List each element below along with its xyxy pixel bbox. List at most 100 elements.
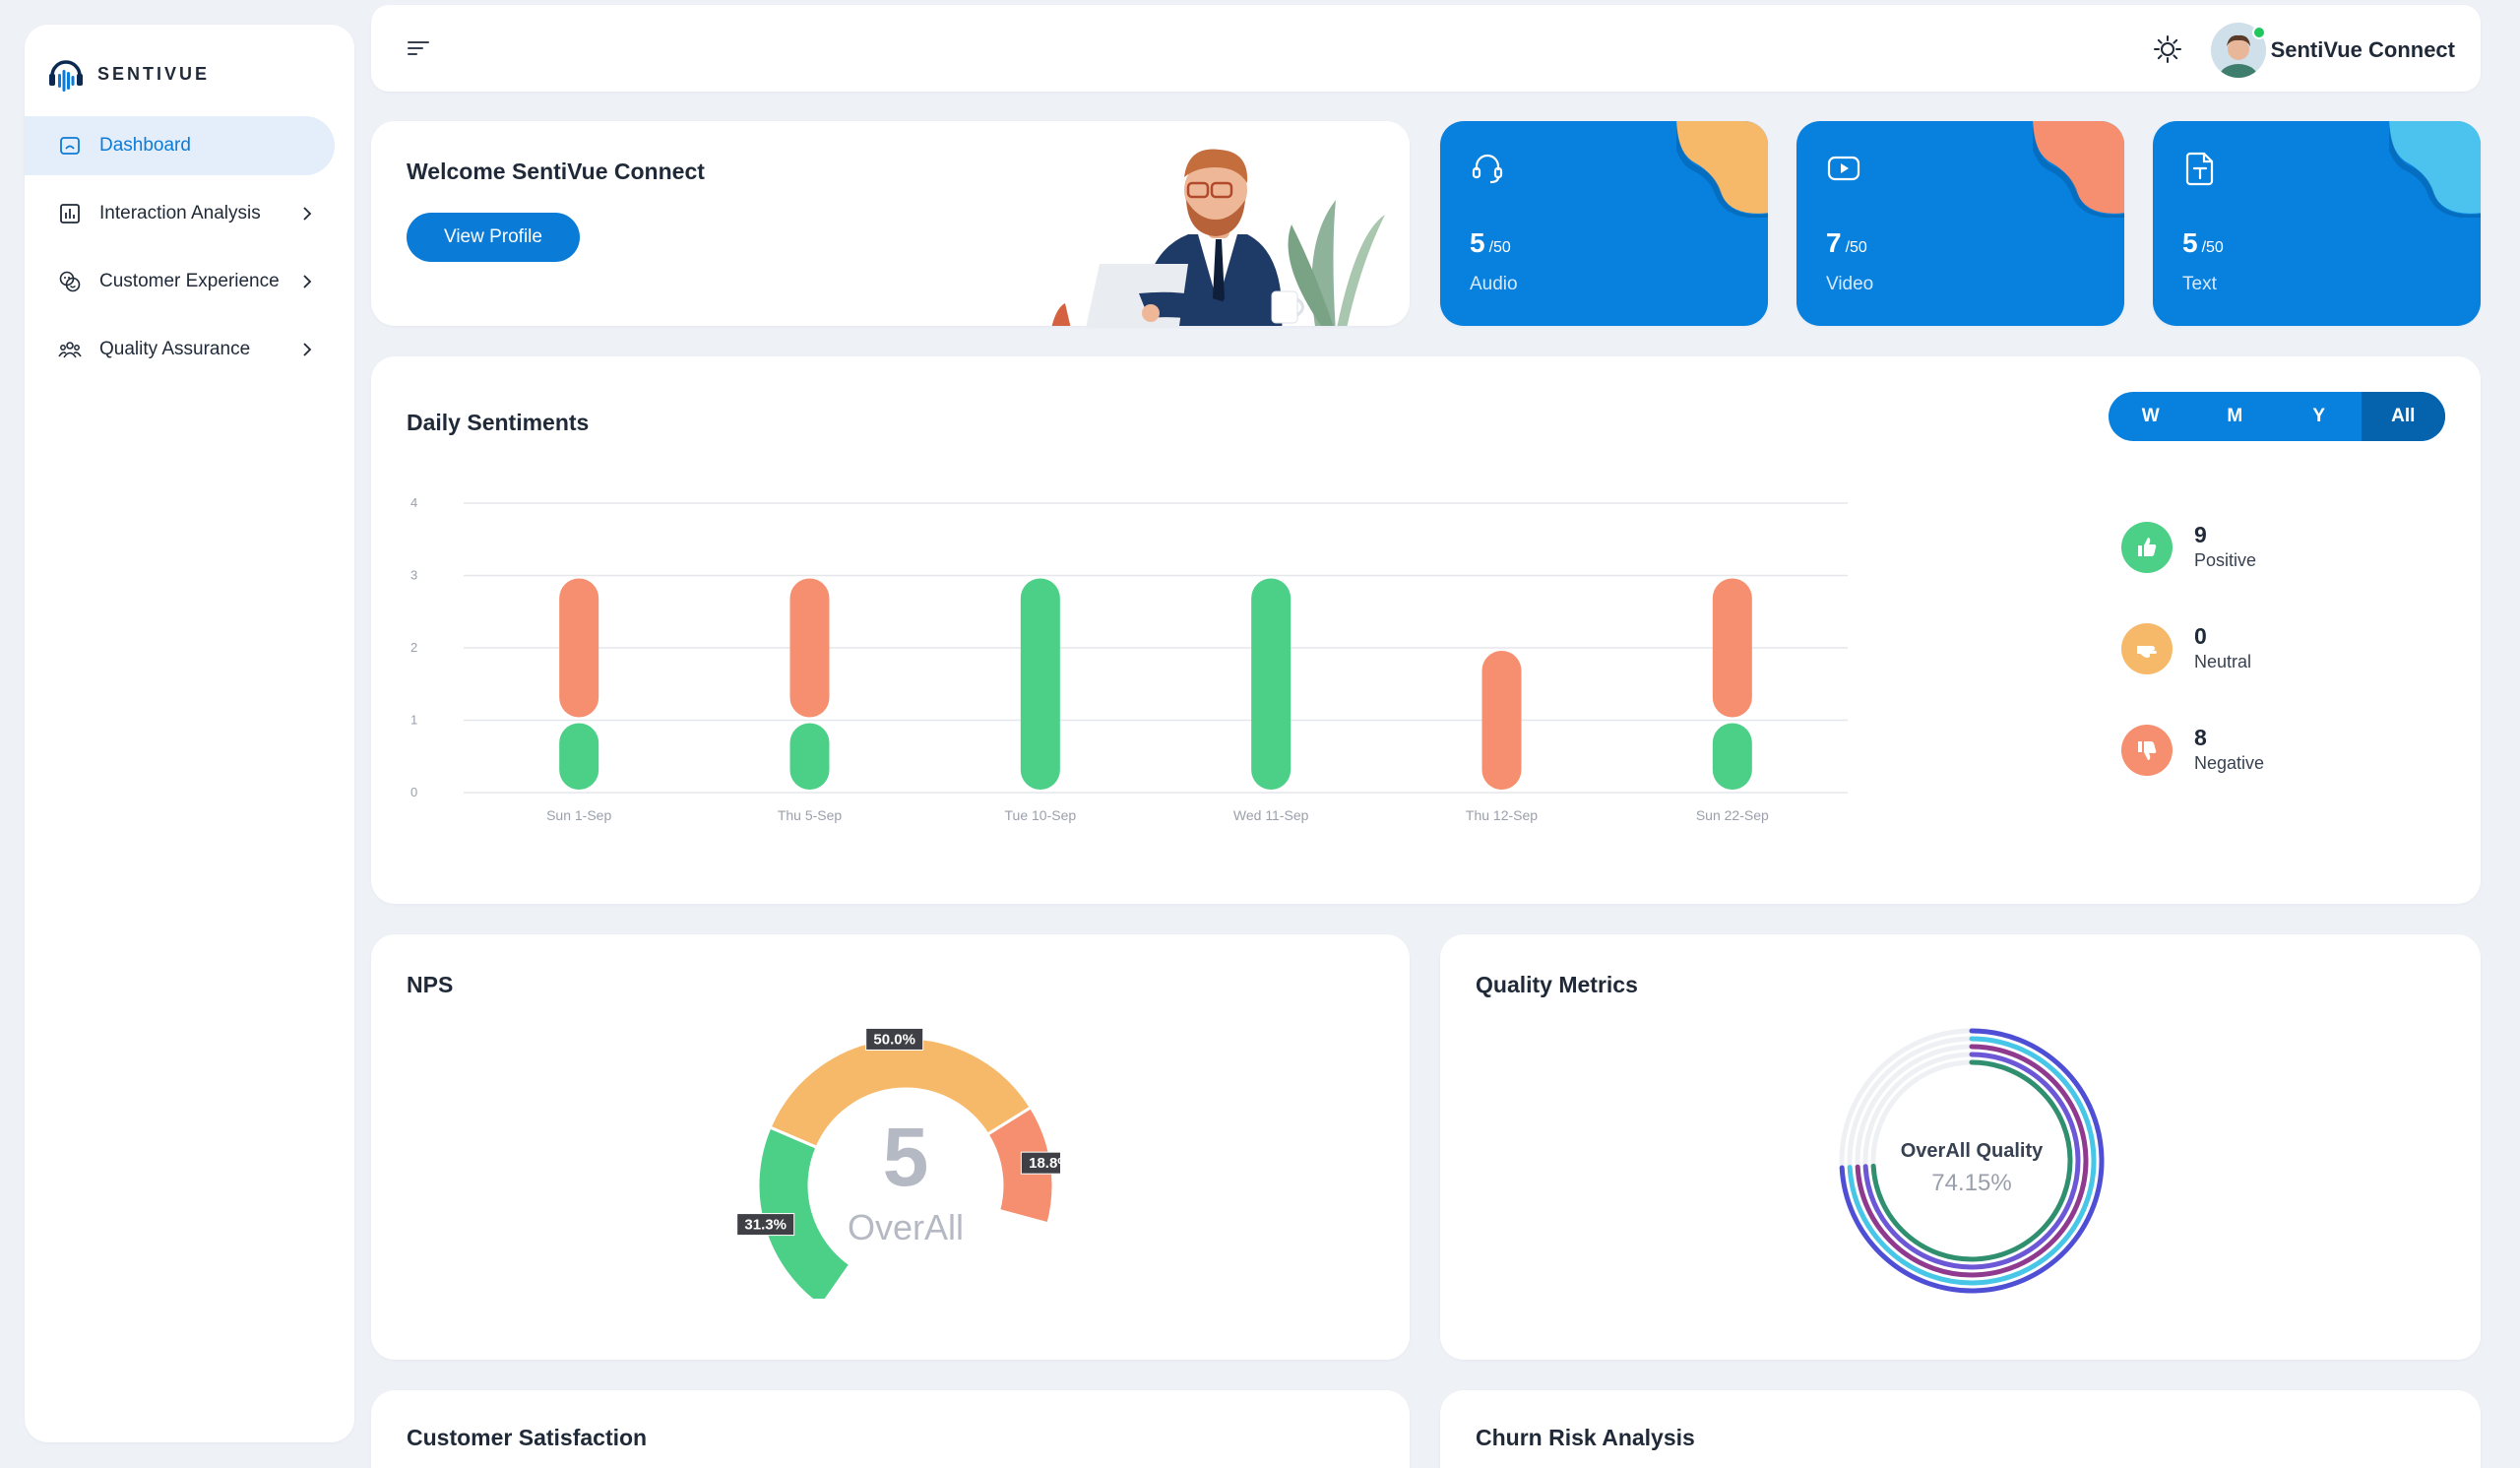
online-status-dot <box>2252 26 2266 39</box>
sidebar-item-label: Quality Assurance <box>99 339 251 359</box>
radial-center-title: OverAll Quality <box>1901 1140 2044 1162</box>
stat-total: /50 <box>1488 239 1511 256</box>
logo-mark-icon <box>49 60 83 92</box>
video-stat-card[interactable]: 7 /50 Video <box>1796 121 2124 326</box>
bar-positive <box>1020 578 1060 790</box>
sidebar-item-customer-experience[interactable]: Customer Experience <box>25 252 335 311</box>
stat-value: 7 <box>1826 227 1842 258</box>
svg-text:50.0%: 50.0% <box>873 1031 915 1048</box>
headset-icon <box>1472 154 1503 184</box>
nps-card: NPS 5 OverAll 31.3% 50.0% 18.8% <box>371 934 1410 1360</box>
stat-value: 5 <box>2182 227 2198 258</box>
section-title: Customer Satisfaction <box>407 1425 648 1450</box>
x-tick-label: Thu 12-Sep <box>1466 807 1538 823</box>
ring-arc <box>1855 1044 2089 1278</box>
stat-count: 5 /50 <box>2182 227 2224 259</box>
sidebar-item-label: Customer Experience <box>99 271 280 291</box>
stat-total: /50 <box>2201 239 2224 256</box>
ring-arc <box>1847 1036 2097 1286</box>
neutral-hand-icon <box>2121 623 2173 674</box>
period-button-w[interactable]: W <box>2141 406 2160 426</box>
legend-count: 8 <box>2194 725 2207 750</box>
legend-neutral: 0 Neutral <box>2121 623 2251 674</box>
top-bar: SentiVue Connect <box>371 5 2481 92</box>
bar-positive <box>1712 723 1752 790</box>
quality-metrics-card: Quality Metrics OverAll Quality 74.15% <box>1440 934 2481 1360</box>
avatar[interactable] <box>2211 23 2266 78</box>
audio-stat-card[interactable]: 5 /50 Audio <box>1440 121 1768 326</box>
y-tick-label: 1 <box>410 713 417 728</box>
y-tick-label: 2 <box>410 640 417 655</box>
gauge-slice <box>756 1125 852 1299</box>
welcome-card: Welcome SentiVue Connect View Profile <box>371 121 1410 326</box>
sidebar-item-quality-assurance[interactable]: Quality Assurance <box>25 320 335 379</box>
sentiment-bar-chart: 0 1 2 3 4 Sun 1-Sep Thu 5-Sep Tue 10-Sep Wed 11-… <box>410 495 1848 823</box>
gauge-data-label: 50.0% <box>865 1027 924 1051</box>
gauge-slice <box>985 1105 1055 1226</box>
stat-value: 5 <box>1470 227 1485 258</box>
legend-count: 9 <box>2194 522 2207 547</box>
gauge-slice <box>768 1036 1034 1150</box>
bar-negative <box>559 578 599 718</box>
gauge-data-label: 31.3% <box>736 1213 795 1237</box>
brand-logo[interactable]: SENTIVUE <box>44 44 210 103</box>
ring-arc <box>1870 1059 2073 1262</box>
text-stat-card[interactable]: 5 /50 Text <box>2153 121 2481 326</box>
bar-positive <box>789 723 830 790</box>
decorative-blob <box>1676 121 1768 218</box>
bar-negative <box>1712 578 1752 718</box>
x-tick-label: Wed 11-Sep <box>1233 807 1309 823</box>
sidebar-item-dashboard[interactable]: Dashboard <box>25 116 335 175</box>
y-tick-label: 3 <box>410 568 417 583</box>
legend-label: Neutral <box>2194 652 2252 671</box>
bar-negative <box>789 578 830 718</box>
menu-icon[interactable] <box>407 38 430 58</box>
radial-center-value: 74.15% <box>1931 1170 2011 1196</box>
gauge-data-label: 18.8% <box>1020 1151 1060 1175</box>
sidebar-item-label: Dashboard <box>99 135 191 156</box>
stat-total: /50 <box>1845 239 1867 256</box>
text-file-icon <box>2185 152 2214 186</box>
svg-text:31.3%: 31.3% <box>744 1217 787 1234</box>
ring-arc <box>1862 1052 2081 1270</box>
stat-label: Video <box>1826 274 1874 294</box>
section-title: Daily Sentiments <box>407 410 590 435</box>
period-button-all[interactable]: All <box>2361 392 2445 441</box>
section-title: NPS <box>407 972 454 997</box>
team-icon <box>58 338 82 361</box>
legend-negative: 8 Negative <box>2121 725 2264 776</box>
gauge-center-label: OverAll <box>848 1207 964 1247</box>
x-tick-label: Tue 10-Sep <box>1005 807 1077 823</box>
stat-label: Audio <box>1470 274 1518 294</box>
decorative-blob <box>2389 121 2481 218</box>
legend-positive: 9 Positive <box>2121 522 2256 573</box>
stat-count: 5 /50 <box>1470 227 1511 259</box>
user-name[interactable]: SentiVue Connect <box>2270 37 2455 62</box>
stat-label: Text <box>2182 274 2217 294</box>
chevron-right-icon <box>303 275 312 288</box>
sidebar: SENTIVUE Dashboard Interaction Analysis … <box>25 25 354 1442</box>
stat-count: 7 /50 <box>1826 227 1867 259</box>
svg-text:18.8%: 18.8% <box>1029 1155 1060 1172</box>
period-button-m[interactable]: M <box>2227 406 2243 426</box>
sidebar-item-interaction-analysis[interactable]: Interaction Analysis <box>25 184 335 243</box>
legend-label: Negative <box>2194 753 2265 773</box>
businessman-illustration <box>1051 149 1385 326</box>
chevron-right-icon <box>303 207 312 221</box>
legend-label: Positive <box>2194 550 2257 570</box>
churn-risk-card: Churn Risk Analysis <box>1440 1390 2481 1468</box>
period-toggle: W M Y All <box>2109 392 2445 441</box>
nps-gauge-chart: 5 OverAll 31.3% 50.0% 18.8% <box>736 1027 1060 1299</box>
bar-positive <box>1251 578 1292 790</box>
sun-icon[interactable] <box>2153 34 2182 64</box>
bar-chart-icon <box>58 202 82 225</box>
dashboard-icon <box>58 134 82 158</box>
bar-negative <box>1481 651 1522 790</box>
view-profile-button[interactable]: View Profile <box>407 213 580 262</box>
brand-name: SENTIVUE <box>97 63 211 84</box>
x-tick-label: Thu 5-Sep <box>778 807 843 823</box>
section-title: Churn Risk Analysis <box>1476 1425 1695 1450</box>
gauge-center-value: 5 <box>883 1111 929 1203</box>
decorative-blob <box>2033 121 2124 218</box>
period-button-y[interactable]: Y <box>2312 406 2326 426</box>
